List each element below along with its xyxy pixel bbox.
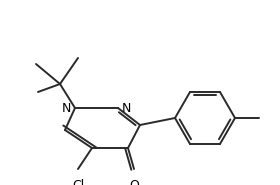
- Text: Cl: Cl: [72, 179, 84, 185]
- Text: O: O: [129, 179, 139, 185]
- Text: N: N: [62, 102, 71, 115]
- Text: N: N: [122, 102, 131, 115]
